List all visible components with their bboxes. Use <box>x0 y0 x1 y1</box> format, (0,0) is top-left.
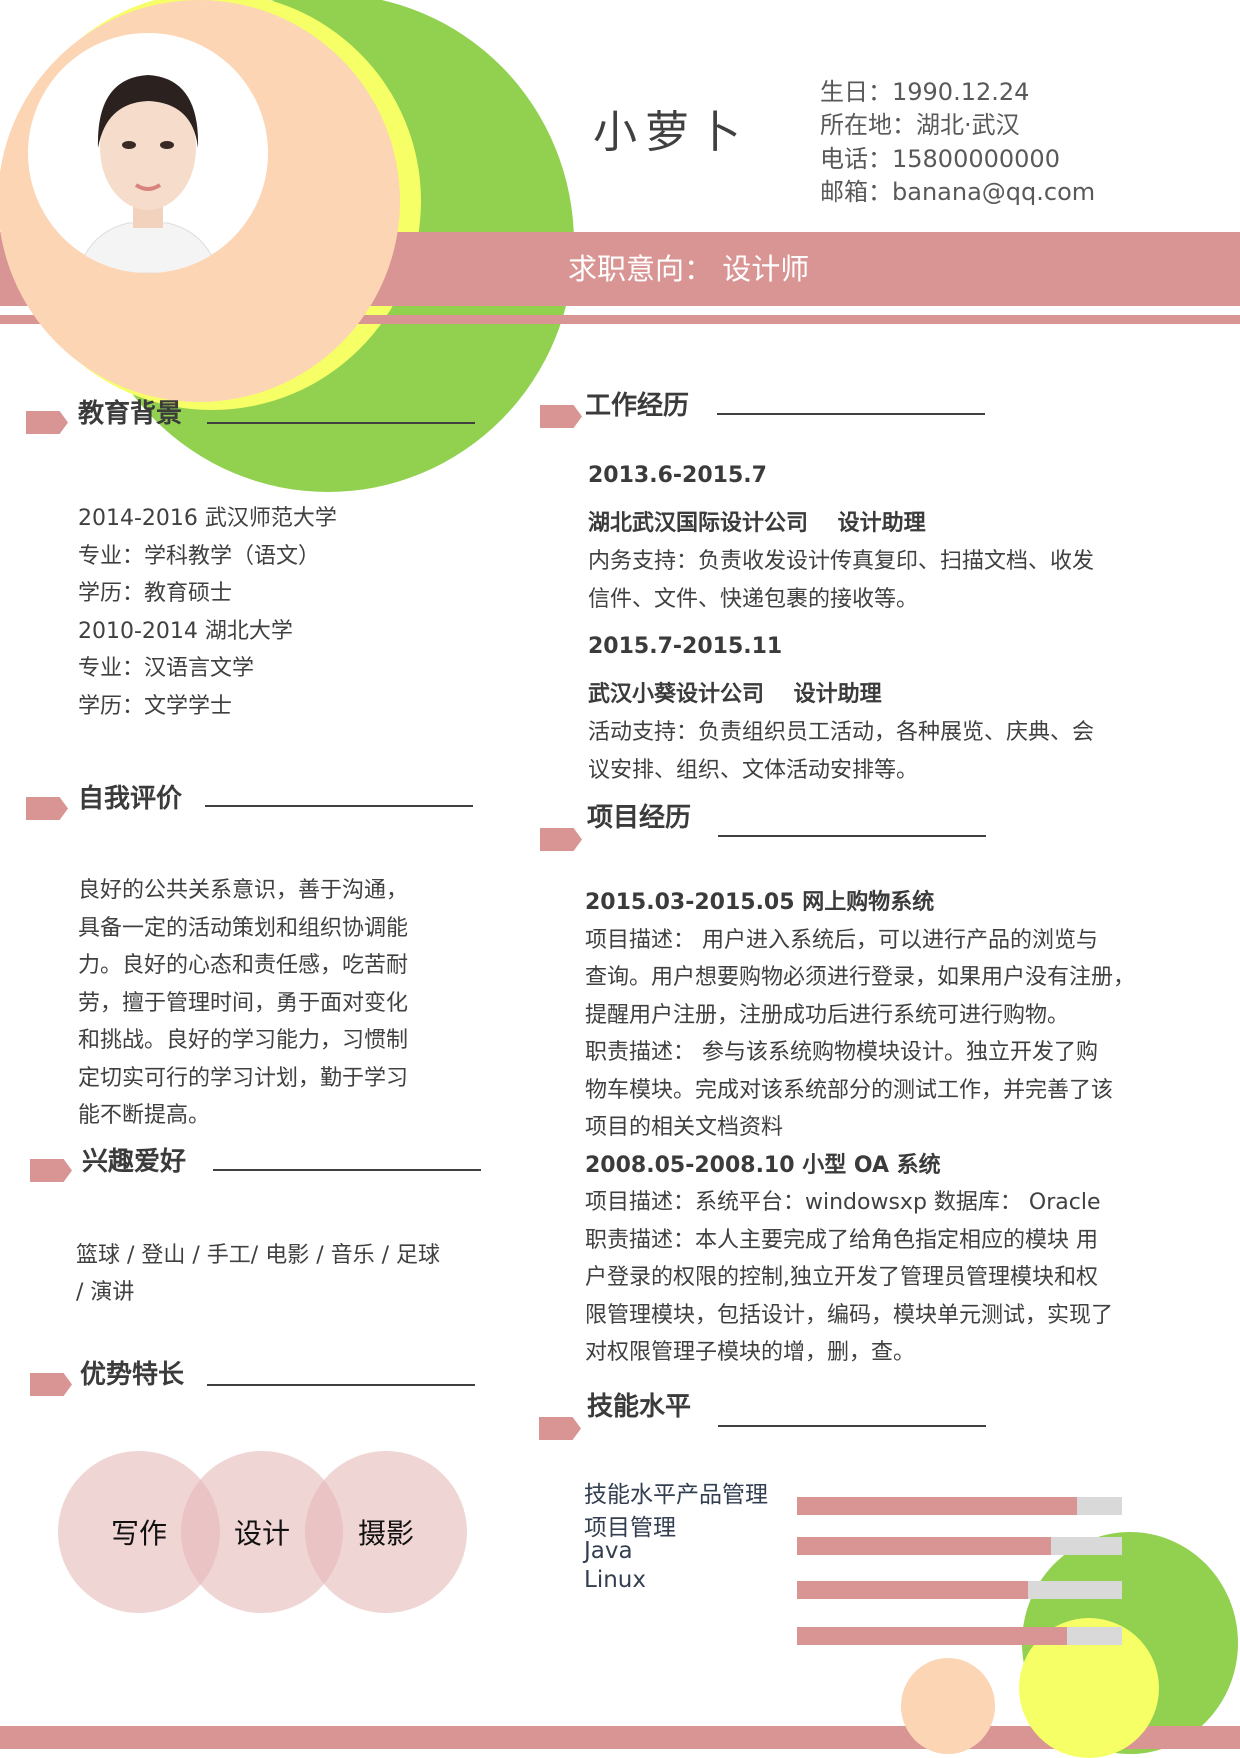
self-eval-line: 能不断提高。 <box>78 1103 211 1128</box>
project-line: 对权限管理子模块的增，删，查。 <box>585 1340 916 1365</box>
info-birthday: 生日：1990.12.24 <box>820 78 1030 106</box>
skill-bar <box>797 1627 1122 1645</box>
project-heading: 2015.03-2015.05 网上购物系统 <box>585 890 935 915</box>
education-line: 2014-2016 武汉师范大学 <box>78 506 337 531</box>
project-line: 查询。用户想要购物必须进行登录，如果用户没有注册， <box>585 965 1136 990</box>
work-title: 工作经历 <box>585 391 690 421</box>
self-eval-line: 和挑战。良好的学习能力，习惯制 <box>78 1028 409 1053</box>
education-line: 学历：教育硕士 <box>78 581 233 607</box>
strengths-title: 优势特长 <box>80 1360 185 1390</box>
job-desc: 议安排、组织、文体活动安排等。 <box>588 758 919 783</box>
section-marker-icon <box>540 828 582 851</box>
section-marker-icon <box>540 405 582 428</box>
project-line: 限管理模块，包括设计，编码，模块单元测试，实现了 <box>585 1302 1114 1328</box>
project-heading: 2008.05-2008.10 小型 OA 系统 <box>585 1152 941 1178</box>
divider <box>717 413 985 415</box>
hobbies-line: 篮球 / 登山 / 手工/ 电影 / 音乐 / 足球 <box>76 1243 440 1268</box>
project-line: 户登录的权限的控制,独立开发了管理员管理模块和权 <box>585 1265 1098 1290</box>
divider <box>205 805 473 807</box>
job-company: 湖北武汉国际设计公司 设计助理 <box>588 511 926 536</box>
project-line: 提醒用户注册，注册成功后进行系统可进行购物。 <box>585 1002 1070 1028</box>
section-marker-icon <box>26 411 68 434</box>
job-desc: 信件、文件、快递包裹的接收等。 <box>588 587 919 612</box>
education-line: 2010-2014 湖北大学 <box>78 618 293 644</box>
divider <box>207 422 475 424</box>
project-line: 项目描述： 用户进入系统后，可以进行产品的浏览与 <box>585 927 1098 953</box>
section-marker-icon <box>26 797 68 820</box>
job-objective: 求职意向： 设计师 <box>568 252 810 286</box>
divider <box>213 1169 481 1171</box>
self-eval-title: 自我评价 <box>78 784 183 814</box>
candidate-name: 小萝卜 <box>593 107 749 158</box>
self-eval-line: 良好的公共关系意识，善于沟通， <box>78 878 409 903</box>
strength-photography: 摄影 <box>305 1451 467 1613</box>
skill-label: 项目管理 <box>584 1515 676 1541</box>
hobbies-title: 兴趣爱好 <box>82 1147 187 1177</box>
skill-bar <box>797 1581 1122 1599</box>
education-line: 专业：汉语言文学 <box>78 656 255 682</box>
skills-title: 技能水平 <box>587 1392 692 1422</box>
section-marker-icon <box>30 1373 72 1396</box>
skill-bar <box>797 1497 1122 1515</box>
job-period: 2013.6-2015.7 <box>588 463 767 488</box>
project-line: 物车模块。完成对该系统部分的测试工作，并完善了该 <box>585 1077 1114 1103</box>
decor-peach-circle <box>901 1658 995 1754</box>
self-eval-line: 具备一定的活动策划和组织协调能 <box>78 915 409 941</box>
education-title: 教育背景 <box>78 399 183 429</box>
info-phone: 电话：15800000000 <box>820 145 1060 173</box>
section-marker-icon <box>30 1159 72 1182</box>
education-line: 学历：文学学士 <box>78 694 233 719</box>
job-period: 2015.7-2015.11 <box>588 634 783 659</box>
skill-bar-fill <box>797 1537 1051 1555</box>
divider-strip <box>0 315 1240 324</box>
avatar <box>28 33 268 273</box>
projects-title: 项目经历 <box>587 803 692 833</box>
job-desc: 内务支持：负责收发设计传真复印、扫描文档、收发 <box>588 549 1095 574</box>
divider <box>207 1384 475 1386</box>
self-eval-line: 力。良好的心态和责任感，吃苦耐 <box>78 953 409 978</box>
portrait-photo <box>77 75 219 273</box>
divider <box>718 1425 986 1427</box>
info-location: 所在地：湖北·武汉 <box>820 111 1020 139</box>
info-email: 邮箱：banana@qq.com <box>820 178 1096 206</box>
skill-label: Java <box>584 1538 633 1564</box>
project-line: 项目描述：系统平台：windowsxp 数据库： Oracle <box>585 1190 1101 1215</box>
self-eval-line: 劳，擅于管理时间，勇于面对变化 <box>78 990 409 1016</box>
hobbies-line: / 演讲 <box>76 1280 135 1305</box>
skill-bar <box>797 1537 1122 1555</box>
section-marker-icon <box>539 1417 581 1440</box>
divider <box>718 835 986 837</box>
skill-label: Linux <box>584 1567 646 1593</box>
skill-bar-fill <box>797 1497 1077 1515</box>
skill-bar-fill <box>797 1581 1028 1599</box>
project-line: 项目的相关文档资料 <box>585 1115 784 1140</box>
education-line: 专业：学科教学（语文） <box>78 543 321 569</box>
job-desc: 活动支持：负责组织员工活动，各种展览、庆典、会 <box>588 720 1095 745</box>
skill-label: 技能水平产品管理 <box>584 1482 768 1508</box>
project-line: 职责描述： 参与该系统购物模块设计。独立开发了购 <box>585 1040 1098 1065</box>
job-company: 武汉小葵设计公司 设计助理 <box>588 682 882 707</box>
project-line: 职责描述：本人主要完成了给角色指定相应的模块 用 <box>585 1227 1098 1253</box>
self-eval-line: 定切实可行的学习计划，勤于学习 <box>78 1065 409 1091</box>
skill-bar-fill <box>797 1627 1067 1645</box>
